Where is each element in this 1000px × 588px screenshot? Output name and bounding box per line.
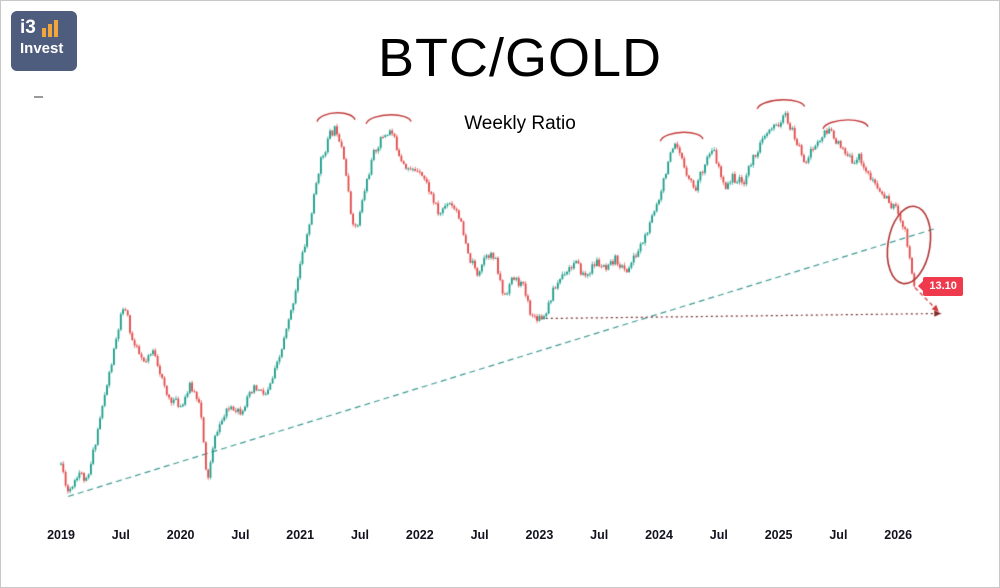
x-axis-label: Jul bbox=[231, 528, 250, 542]
logo-text-i3: i3 bbox=[20, 17, 36, 38]
i3-invest-logo: i3 Invest bbox=[11, 11, 77, 71]
x-axis-label: 2019 bbox=[47, 528, 75, 542]
stray-dash-mark bbox=[34, 96, 43, 98]
x-axis-label: 2023 bbox=[525, 528, 554, 542]
x-axis-label: 2021 bbox=[286, 528, 315, 542]
x-axis-label: 2020 bbox=[166, 528, 195, 542]
logo-text-invest: Invest bbox=[20, 40, 64, 57]
x-axis-label: 2024 bbox=[645, 528, 673, 542]
x-axis-label: 2026 bbox=[884, 528, 913, 542]
price-badge: 13.10 bbox=[918, 277, 963, 296]
x-axis-label: Jul bbox=[470, 528, 489, 542]
x-axis-label: Jul bbox=[590, 528, 609, 542]
x-axis-label: Jul bbox=[111, 528, 130, 542]
bar-chart-icon bbox=[40, 20, 58, 37]
x-axis-label: Jul bbox=[350, 528, 370, 542]
x-axis-label: 2025 bbox=[764, 528, 793, 542]
page-title: BTC/GOLD bbox=[377, 28, 663, 88]
x-axis-label: Jul bbox=[709, 528, 728, 542]
x-axis-label: Jul bbox=[829, 528, 848, 542]
chart-subtitle: Weekly Ratio bbox=[464, 113, 576, 134]
x-axis-label: 2022 bbox=[405, 528, 434, 542]
